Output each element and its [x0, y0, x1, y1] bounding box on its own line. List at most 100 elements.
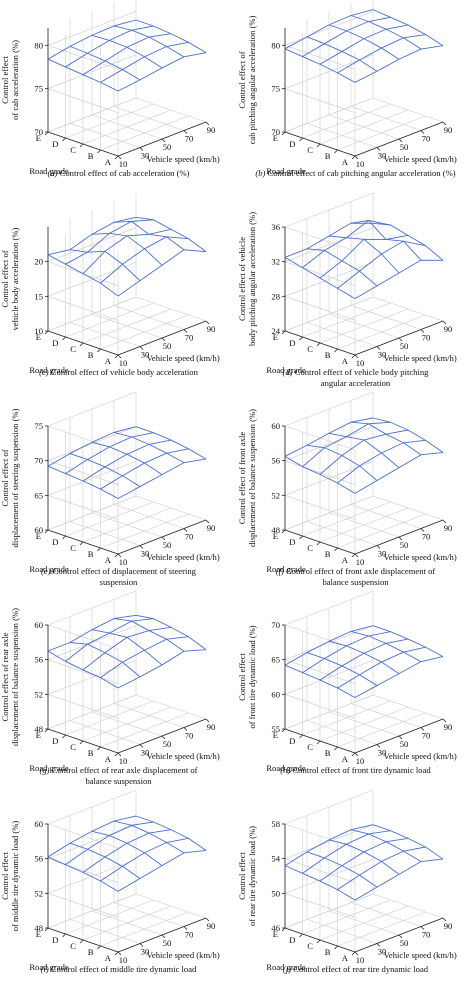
surface-line-grade-D — [65, 821, 154, 866]
wall-grid-line — [47, 11, 137, 46]
x-tick-mark — [117, 553, 122, 558]
y-tick-label: C — [70, 543, 76, 553]
x-tick-label: 50 — [163, 341, 172, 351]
y-tick-mark — [299, 535, 303, 540]
z-tick-label: 70 — [34, 456, 43, 466]
y-tick-mark — [79, 541, 84, 546]
wall-grid-line — [284, 11, 374, 46]
surface-line-speed-90 — [372, 9, 444, 47]
surface-line-speed-70 — [350, 15, 422, 50]
caption-tag: (c) — [39, 367, 51, 377]
chart-caption: (f) Control effect of front axle displac… — [276, 566, 436, 576]
wall-grid-line — [284, 45, 356, 70]
z-axis-label-line: Control effect — [0, 55, 10, 103]
y-tick-label: A — [342, 953, 349, 963]
caption-text: Control effect of front axle displacemen… — [286, 566, 435, 576]
x-tick-label: 10 — [356, 955, 365, 965]
y-tick-mark — [316, 342, 321, 347]
x-tick-mark — [117, 752, 122, 757]
x-tick-label: 30 — [378, 748, 387, 758]
y-tick-label: D — [52, 139, 58, 149]
x-tick-mark — [376, 346, 381, 350]
chart-caption-line: balance suspension — [322, 577, 389, 587]
caption-text: Control effect of front tire dynamic loa… — [292, 765, 431, 775]
y-tick-mark — [351, 155, 356, 160]
z-axis-label-line: Control effect of — [0, 250, 10, 307]
x-tick-label: 10 — [356, 756, 365, 766]
z-tick-label: 58 — [271, 819, 280, 829]
surface-line-speed-10 — [284, 256, 356, 300]
z-axis-label-line: Control effect of front axle — [237, 432, 247, 525]
wall-grid-line — [284, 893, 356, 918]
wall-grid-line — [47, 45, 119, 70]
x-axis-label: Vehicle speed (km/h) — [384, 552, 457, 562]
surface-line-speed-10 — [47, 856, 119, 892]
surface-line-speed-50 — [91, 441, 163, 475]
x-tick-label: 70 — [185, 134, 194, 144]
caption-text: Control effect of rear tire dynamic load — [293, 964, 429, 974]
surface-line-speed-90 — [372, 625, 444, 657]
surface-line-grade-C — [319, 234, 409, 279]
y-tick-mark — [299, 336, 303, 341]
x-tick-mark — [139, 545, 144, 549]
x-tick-label: 90 — [207, 324, 216, 334]
x-tick-label: 10 — [356, 557, 365, 567]
x-tick-mark — [139, 943, 144, 947]
floor-grid-line — [100, 115, 189, 151]
wall-grid-line — [284, 694, 356, 719]
wall-grid-line — [47, 227, 137, 262]
surface-line-speed-90 — [135, 426, 207, 460]
y-tick-mark — [334, 149, 338, 154]
surface-line-grade-C — [82, 439, 172, 482]
y-tick-label: A — [342, 356, 349, 366]
wall-grid-line — [284, 824, 374, 859]
x-tick-label: 70 — [422, 532, 431, 542]
surface-line-speed-90 — [372, 417, 444, 453]
surface-line-speed-50 — [328, 432, 400, 469]
y-tick-label: B — [88, 350, 94, 360]
wall-grid-line — [47, 88, 119, 113]
y-tick-label: A — [105, 953, 112, 963]
y-tick-label: E — [36, 133, 41, 143]
wall-grid-line — [284, 590, 374, 626]
z-axis-label: Control effect of displacement of steerin… — [0, 408, 20, 547]
x-tick-label: 70 — [185, 333, 194, 343]
surface-line-grade-A — [354, 858, 444, 901]
floor-grid-line — [100, 513, 189, 549]
x-tick-label: 90 — [207, 722, 216, 732]
x-tick-label: 90 — [444, 921, 453, 931]
x-tick-label: 10 — [356, 159, 365, 169]
y-axis-label: Road grade — [29, 763, 69, 773]
x-tick-mark — [205, 917, 210, 922]
x-tick-mark — [205, 121, 210, 126]
surface-line-speed-90 — [135, 19, 207, 54]
y-tick-label: D — [289, 338, 295, 348]
wall-grid-line — [47, 262, 137, 297]
z-tick-label: 10 — [34, 326, 43, 336]
y-tick-mark — [97, 348, 101, 353]
x-axis-label: Vehicle speed (km/h) — [147, 353, 220, 363]
x-axis-label: Vehicle speed (km/h) — [147, 950, 220, 960]
z-axis-label-line: of cab acceleration (%) — [10, 40, 20, 120]
y-tick-mark — [351, 752, 356, 757]
surface-line-speed-30 — [306, 652, 378, 686]
y-tick-mark — [299, 137, 303, 142]
floor-grid-line — [302, 302, 391, 338]
chart-caption-line: suspension — [100, 577, 138, 587]
y-tick-mark — [97, 746, 101, 751]
x-tick-label: 90 — [444, 125, 453, 135]
y-tick-mark — [334, 348, 338, 353]
floor-grid-line — [337, 513, 426, 549]
y-tick-label: E — [36, 332, 41, 342]
caption-tag: (g) — [39, 765, 51, 775]
x-tick-mark — [442, 519, 447, 524]
wall-grid-line — [47, 97, 137, 133]
x-tick-label: 30 — [141, 549, 150, 559]
chart-caption-line: angular acceleration — [321, 378, 391, 388]
z-tick-label: 52 — [34, 689, 43, 699]
floor-grid-line — [100, 911, 189, 947]
wall-grid-line — [47, 296, 137, 332]
y-tick-label: E — [36, 730, 41, 740]
y-axis-label: Road grade — [266, 166, 306, 176]
